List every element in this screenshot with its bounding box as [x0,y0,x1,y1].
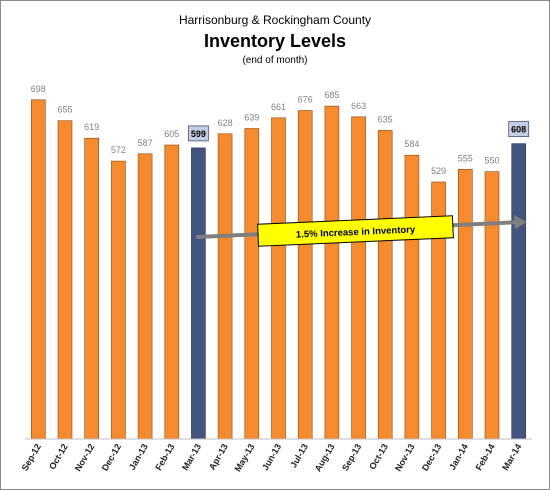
value-label-box-Mar-13 [187,125,209,142]
bar-Dec-12 [111,160,126,440]
value-label-Sep-12: 698 [31,84,46,94]
x-tick-label-Sep-13: Sep-13 [340,442,363,473]
value-label-May-13: 639 [244,113,259,123]
x-tick-label-Mar-14: Mar-14 [500,442,523,472]
bar-Feb-14 [484,171,500,440]
value-label-Mar-14: 608 [511,125,526,135]
x-tick-label-Dec-12: Dec-12 [100,442,123,473]
bar-Nov-12 [84,137,99,440]
bar-Nov-13 [404,154,420,440]
bar-Mar-14 [511,143,527,440]
x-tick-label-Apr-13: Apr-13 [207,442,230,472]
value-label-Mar-13: 599 [191,129,206,139]
bar-May-13 [244,128,260,440]
value-label-Apr-13: 628 [218,118,233,128]
value-label-Dec-12: 572 [111,145,126,155]
value-label-Feb-13: 605 [164,129,179,139]
value-label-Nov-13: 584 [404,139,419,149]
bar-Sep-12 [30,99,46,440]
bar-Oct-13 [377,130,393,440]
value-label-Jan-13: 587 [138,138,153,148]
chart-subtitle: (end of month) [242,55,308,66]
x-tick-label-Feb-14: Feb-14 [474,442,497,472]
chart-supertitle: Harrisonburg & Rockingham County [178,13,372,27]
bar-Mar-13 [191,147,206,440]
value-labels-layer: 698 655 619 572 587 605 599 628 639 661 676 685 663 6… [31,84,530,176]
annotation-group: 1.5% Increase in Inventory [196,215,527,247]
value-label-Nov-12: 619 [84,122,99,132]
x-tick-label-May-13: May-13 [233,442,257,473]
value-label-Sep-13: 663 [351,101,366,111]
value-label-Jan-14: 555 [458,153,473,163]
x-tick-label-Nov-12: Nov-12 [73,442,97,473]
x-tick-label-Feb-13: Feb-13 [153,442,176,472]
bar-Jul-13 [297,110,313,440]
x-tick-label-Jan-13: Jan-13 [127,442,150,472]
bar-Apr-13 [217,133,233,440]
x-tick-label-Dec-13: Dec-13 [420,442,443,473]
x-tick-label-Oct-13: Oct-13 [367,442,390,471]
value-label-Feb-14: 550 [484,156,499,166]
x-tick-label-Nov-13: Nov-13 [393,442,417,473]
bar-Feb-13 [164,144,180,440]
x-tick-label-Oct-12: Oct-12 [47,442,70,471]
bar-Aug-13 [324,105,340,440]
value-label-Oct-13: 635 [378,114,393,124]
bar-Jan-14 [457,169,473,440]
x-axis-labels-layer: Sep-12 Oct-12 Nov-12 Dec-12 Jan-13 Feb-13 Mar-… [20,442,524,473]
x-tick-label-Sep-12: Sep-12 [20,442,43,473]
x-tick-label-Jul-13: Jul-13 [288,442,310,470]
bar-Oct-12 [57,120,73,440]
value-label-Aug-13: 685 [324,90,339,100]
chart-title: Inventory Levels [203,31,347,51]
x-tick-label-Aug-13: Aug-13 [313,442,337,473]
bar-Sep-13 [351,116,366,440]
x-tick-label-Mar-13: Mar-13 [180,442,203,472]
value-label-Oct-12: 655 [57,105,72,115]
value-label-box-Mar-14 [508,121,530,137]
bar-Jun-13 [271,117,286,440]
bar-Jan-13 [137,153,153,440]
bars-layer [30,99,527,440]
annotation-box [257,215,454,247]
trend-arrow-head [514,215,527,229]
value-label-Jul-13: 676 [298,95,313,105]
value-label-Dec-13: 529 [431,166,446,176]
annotation-text: 1.5% Increase in Inventory [296,224,416,240]
x-tick-label-Jun-13: Jun-13 [260,442,283,472]
value-label-Jun-13: 661 [271,102,286,112]
x-tick-label-Jan-14: Jan-14 [447,442,470,472]
